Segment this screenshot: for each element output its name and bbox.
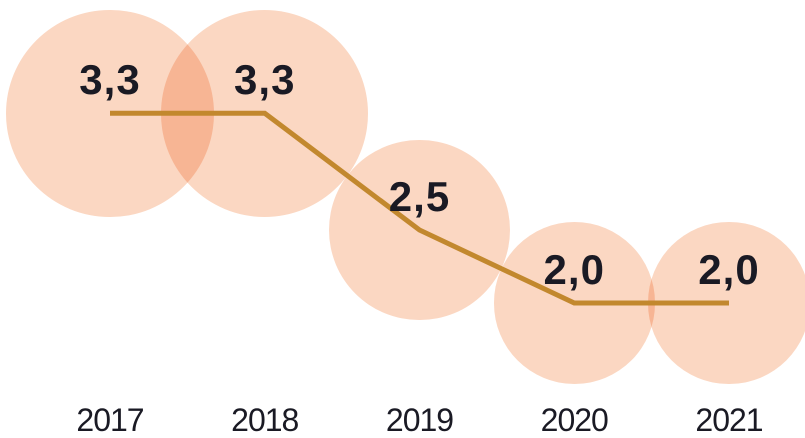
year-label-2018: 2018 bbox=[231, 402, 299, 438]
value-label-2019: 2,5 bbox=[388, 173, 451, 220]
value-label-2020: 2,0 bbox=[543, 246, 605, 293]
value-label-2018: 3,3 bbox=[234, 56, 296, 104]
value-label-2017: 3,3 bbox=[79, 56, 141, 104]
value-label-2021: 2,0 bbox=[698, 246, 760, 293]
year-label-2020: 2020 bbox=[540, 402, 609, 438]
trend-line bbox=[110, 110, 729, 306]
year-label-2017: 2017 bbox=[76, 402, 144, 438]
year-label-2021: 2021 bbox=[695, 402, 763, 438]
year-label-2019: 2019 bbox=[385, 402, 454, 438]
